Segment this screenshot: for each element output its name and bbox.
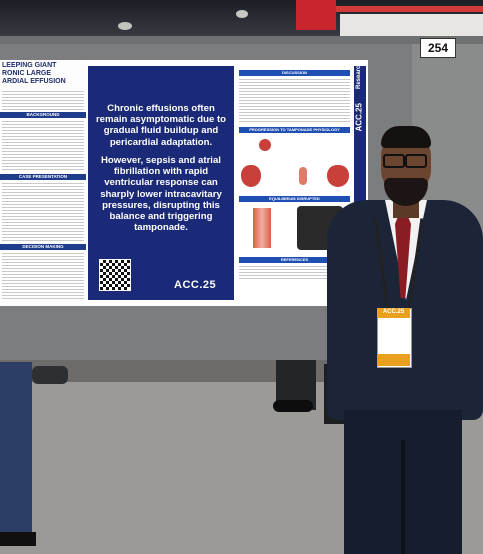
background-text: [2, 120, 84, 172]
heart-icon: [327, 165, 349, 187]
author-lines: [2, 90, 84, 110]
qr-code: [99, 259, 131, 291]
acc-vertical-logo: ACC.25: [354, 103, 364, 132]
heart-icon: [259, 139, 271, 151]
poster-title: LEEPING GIANT RONIC LARGE ARDIAL EFFUSIO…: [2, 62, 66, 85]
booth-number: 254: [420, 38, 456, 58]
discussion-text: [239, 78, 350, 124]
badge-logo: ACC.25: [382, 309, 405, 315]
presenter-tie: [395, 212, 411, 298]
bystander-legs: [0, 362, 32, 542]
bag-on-floor: [32, 366, 68, 384]
badge-footer: [377, 354, 410, 366]
poster-left-column: LEEPING GIANT RONIC LARGE ARDIAL EFFUSIO…: [0, 60, 86, 306]
heart-diagram: [239, 135, 350, 193]
section-header-equilibrium: EQUILIBRIUM DISRUPTED: [239, 196, 350, 202]
section-header-decision: DECISION MAKING: [0, 244, 86, 250]
badge-header: [377, 308, 410, 318]
back-wall: [340, 14, 483, 36]
decision-text: [2, 252, 84, 300]
heart-icon: [241, 165, 261, 187]
glasses-icon: [405, 154, 427, 168]
section-header-progression: PROGRESSION TO TAMPONADE PHYSIOLOGY: [239, 127, 350, 133]
pressure-bar: [253, 208, 271, 248]
background-person-shoe: [273, 400, 313, 412]
red-banner: [296, 0, 336, 30]
pants-seam: [401, 440, 405, 554]
presenter-hair: [381, 126, 431, 148]
section-header-references: REFERENCES: [239, 257, 350, 263]
glasses-icon: [383, 154, 405, 168]
bystander-shoe: [0, 532, 36, 546]
references-text: [239, 265, 350, 279]
ceiling-light: [118, 22, 132, 30]
section-header-discussion: DISCUSSION: [239, 70, 350, 76]
acc-logo: ACC.25: [174, 279, 217, 291]
case-text: [2, 182, 84, 242]
section-header-case: CASE PRESENTATION: [0, 174, 86, 180]
center-statement-2: However, sepsis and atrial fibrillation …: [100, 155, 222, 234]
person-icon: [299, 167, 307, 185]
research-tag: Research: [356, 61, 362, 89]
ceiling-light: [236, 10, 248, 18]
center-statement-1: Chronic effusions often remain asymptoma…: [95, 103, 227, 148]
section-header-background: BACKGROUND: [0, 112, 86, 118]
red-stripe: [336, 6, 483, 12]
